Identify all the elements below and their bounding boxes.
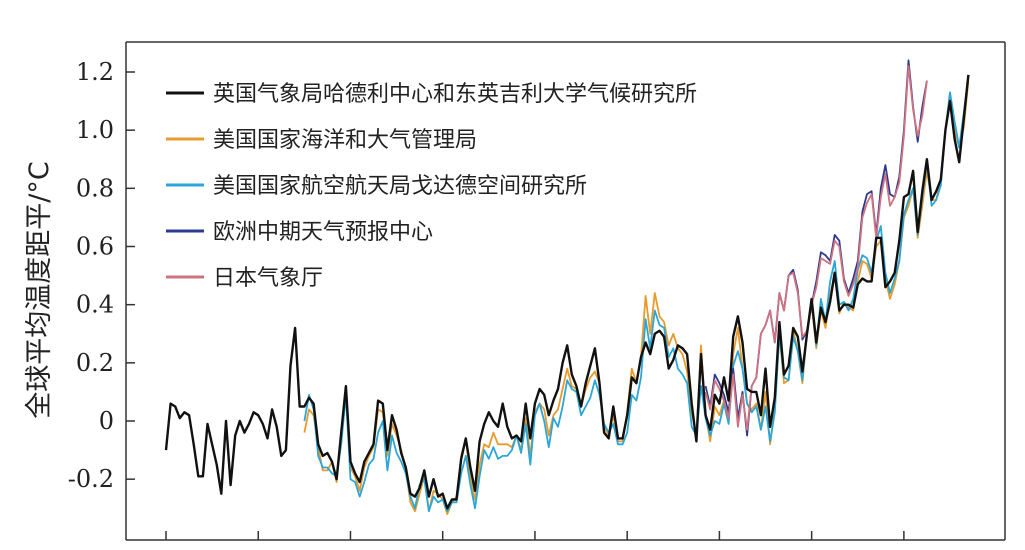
legend-label-4: 欧洲中期天气预报中心 bbox=[213, 220, 433, 245]
y-tick-label: 0.8 bbox=[76, 174, 114, 202]
y-tick-label: 1.0 bbox=[76, 116, 114, 144]
y-tick-label: 0.6 bbox=[76, 233, 114, 261]
y-tick-label: 0 bbox=[99, 407, 114, 435]
y-tick-label: 0.2 bbox=[76, 349, 114, 377]
series-lines bbox=[164, 59, 970, 515]
legend-label-5: 日本气象厅 bbox=[213, 266, 323, 291]
legend-label-2: 美国国家海洋和大气管理局 bbox=[213, 128, 477, 153]
series-line-5 bbox=[704, 65, 928, 431]
y-tick-label: 0.4 bbox=[76, 291, 114, 319]
axes bbox=[125, 41, 1006, 541]
y-tick-label: 1.2 bbox=[76, 58, 114, 86]
legend: 英国气象局哈德利中心和东英吉利大学气候研究所美国国家海洋和大气管理局美国国家航空… bbox=[166, 82, 697, 291]
legend-label-1: 英国气象局哈德利中心和东英吉利大学气候研究所 bbox=[213, 82, 697, 107]
series-line-1 bbox=[164, 74, 970, 510]
legend-label-3: 美国国家航空航天局戈达德空间研究所 bbox=[213, 174, 587, 199]
y-axis-label: 全球平均温度距平/°C bbox=[24, 161, 55, 418]
series-line-4 bbox=[704, 59, 928, 437]
y-tick-label: -0.2 bbox=[68, 465, 114, 493]
y-axis-ticks: 1.2 1.0 0.8 0.6 0.4 0.2 0 -0.2 bbox=[68, 58, 135, 493]
x-axis-ticks bbox=[165, 531, 905, 540]
